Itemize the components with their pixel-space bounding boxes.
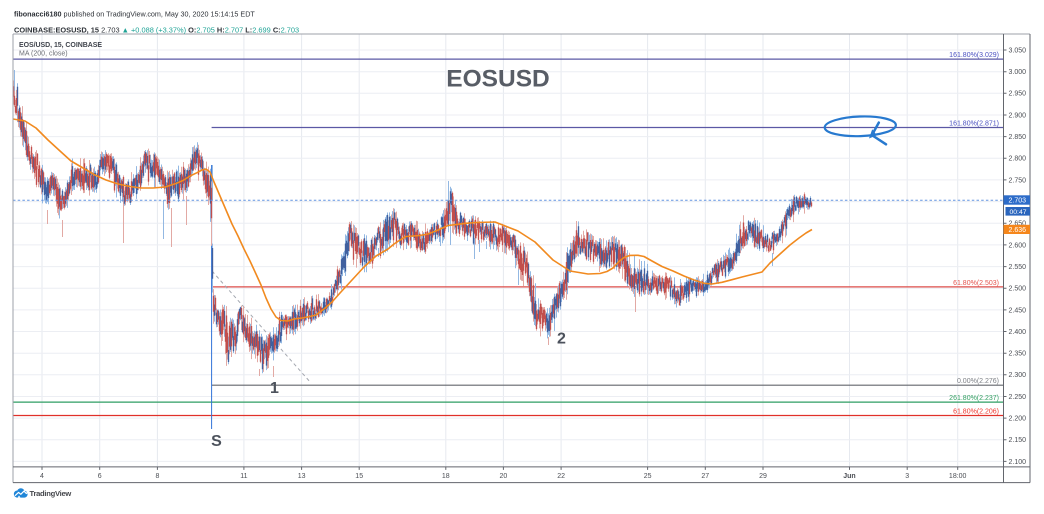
svg-text:2.300: 2.300 (1009, 372, 1027, 379)
svg-text:COINBASE:EOSUSD, 15 2.703 ▲ +0: COINBASE:EOSUSD, 15 2.703 ▲ +0.088 (+3.3… (14, 25, 299, 34)
svg-text:2.400: 2.400 (1009, 329, 1027, 336)
svg-text:2.250: 2.250 (1009, 394, 1027, 401)
svg-text:2: 2 (557, 331, 566, 348)
svg-text:15: 15 (355, 473, 363, 480)
svg-text:61.80%(2.503): 61.80%(2.503) (953, 280, 999, 287)
svg-text:61.80%(2.206): 61.80%(2.206) (953, 409, 999, 416)
svg-text:161.80%(3.029): 161.80%(3.029) (949, 52, 999, 59)
svg-text:Jun: Jun (843, 473, 855, 480)
svg-text:161.80%(2.871): 161.80%(2.871) (949, 121, 999, 128)
svg-text:18: 18 (442, 473, 450, 480)
svg-text:22: 22 (557, 473, 565, 480)
svg-text:2.636: 2.636 (1009, 227, 1027, 234)
svg-text:20: 20 (500, 473, 508, 480)
svg-text:2.500: 2.500 (1009, 286, 1027, 293)
svg-text:261.80%(2.237): 261.80%(2.237) (949, 395, 999, 402)
svg-text:13: 13 (298, 473, 306, 480)
svg-text:2.750: 2.750 (1009, 177, 1027, 184)
svg-text:8: 8 (155, 473, 159, 480)
svg-text:11: 11 (240, 473, 247, 480)
svg-text:1: 1 (270, 380, 279, 397)
svg-text:EOS/USD, 15, COINBASE: EOS/USD, 15, COINBASE (19, 42, 102, 49)
svg-text:fibonacci6180 published on Tra: fibonacci6180 published on TradingView.c… (14, 10, 255, 19)
svg-text:EOSUSD: EOSUSD (446, 65, 549, 92)
svg-text:TradingView: TradingView (30, 489, 72, 498)
svg-text:6: 6 (98, 473, 102, 480)
svg-text:27: 27 (701, 473, 709, 480)
svg-text:MA (200, close): MA (200, close) (19, 50, 68, 57)
svg-text:2.550: 2.550 (1009, 264, 1027, 271)
svg-text:3.050: 3.050 (1009, 47, 1027, 54)
svg-text:29: 29 (759, 473, 767, 480)
svg-text:18:00: 18:00 (949, 473, 967, 480)
svg-text:3: 3 (905, 473, 909, 480)
svg-text:2.850: 2.850 (1009, 134, 1027, 141)
svg-text:00:47: 00:47 (1010, 209, 1027, 216)
svg-text:0.00%(2.276): 0.00%(2.276) (957, 378, 999, 385)
svg-text:2.703: 2.703 (1009, 198, 1027, 205)
svg-text:2.450: 2.450 (1009, 307, 1027, 314)
svg-text:2.600: 2.600 (1009, 242, 1027, 249)
svg-text:4: 4 (40, 473, 44, 480)
svg-text:2.650: 2.650 (1009, 221, 1027, 228)
svg-text:2.800: 2.800 (1009, 156, 1027, 163)
svg-text:3.000: 3.000 (1009, 69, 1027, 76)
svg-text:2.900: 2.900 (1009, 112, 1027, 119)
svg-text:2.100: 2.100 (1009, 459, 1027, 466)
svg-text:25: 25 (644, 473, 652, 480)
svg-text:2.350: 2.350 (1009, 351, 1027, 358)
svg-text:2.950: 2.950 (1009, 91, 1027, 98)
svg-text:S: S (211, 433, 222, 450)
svg-text:2.150: 2.150 (1009, 437, 1027, 444)
svg-text:2.200: 2.200 (1009, 416, 1027, 423)
